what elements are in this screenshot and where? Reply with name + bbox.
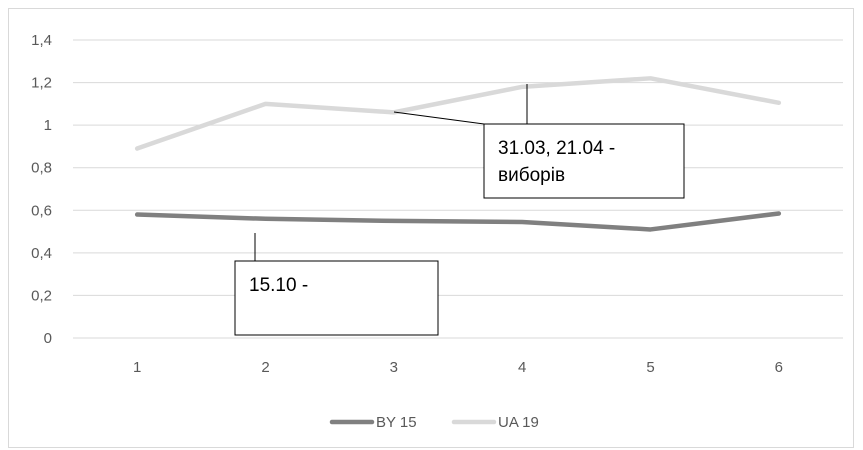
legend: BY 15 UA 19 [329, 414, 539, 431]
callout-1: 31.03, 21.04 - виборів [393, 84, 685, 199]
callout-box [234, 260, 439, 336]
y-tick-label: 1,4 [31, 32, 52, 49]
x-tick-label: 2 [261, 359, 269, 376]
y-tick-label: 1,2 [31, 75, 52, 92]
callout-text: виборів [498, 165, 565, 186]
legend-label: BY 15 [376, 414, 417, 431]
x-tick-label: 6 [775, 359, 783, 376]
chart-frame [8, 8, 854, 448]
legend-label: UA 19 [498, 414, 539, 431]
y-tick-label: 0,2 [31, 287, 52, 304]
x-axis-ticks: 1 2 3 4 5 6 [133, 359, 783, 376]
x-tick-label: 3 [390, 359, 398, 376]
y-axis-ticks: 0 0,2 0,4 0,6 0,8 1 1,2 1,4 [31, 32, 52, 347]
legend-item-1: BY 15 [329, 414, 417, 431]
y-tick-label: 1 [44, 117, 52, 134]
callout-2: 15.10 - [234, 233, 439, 336]
y-tick-label: 0 [44, 330, 52, 347]
gridlines [73, 39, 843, 339]
x-tick-label: 1 [133, 359, 141, 376]
y-tick-label: 0,4 [31, 245, 52, 262]
legend-item-2: UA 19 [451, 414, 539, 431]
y-tick-label: 0,6 [31, 202, 52, 219]
y-tick-label: 0,8 [31, 160, 52, 177]
series-line-1 [134, 211, 782, 232]
callout-text: 31.03, 21.04 - [498, 138, 615, 159]
callouts: 31.03, 21.04 - виборів 15.10 - [234, 84, 685, 336]
series-lines [134, 76, 782, 232]
series-line-2 [134, 76, 782, 151]
callout-text: 15.10 - [249, 275, 308, 296]
callout-leader [393, 111, 485, 125]
x-tick-label: 5 [646, 359, 654, 376]
callout-box [483, 123, 685, 199]
x-tick-label: 4 [518, 359, 526, 376]
